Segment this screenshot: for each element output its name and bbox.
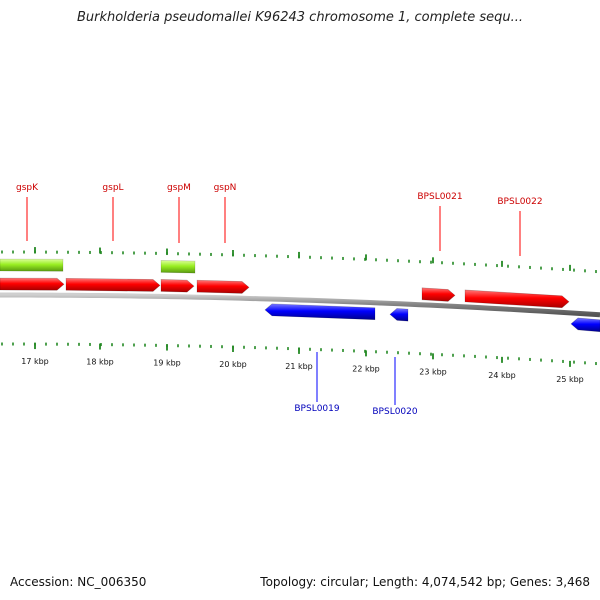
forward-gene-arrow [0,277,65,291]
accession-label: Accession: [10,575,74,589]
feature-block [160,260,196,274]
forward-gene-arrow [160,279,195,293]
forward-gene-label: BPSL0021 [417,192,462,202]
accession-value: NC_006350 [77,575,147,589]
genes-label: Genes: [509,575,552,589]
forward-gene-label: gspL [102,183,123,193]
scale-label: 20 kbp [219,360,247,369]
forward-gene-arrow [464,289,570,309]
map-title: Burkholderia pseudomallei K96243 chromos… [76,10,524,25]
topology-value: circular [320,575,365,589]
topology-label: Topology: [260,575,317,589]
feature-block [0,258,64,272]
reverse-gene-arrow [389,308,409,322]
length-value: 4,074,542 bp [421,575,502,589]
length-label: Length: [372,575,419,589]
forward-gene-arrow [196,279,250,294]
scale-label: 18 kbp [86,358,114,367]
sequence-stats: Topology: circular; Length: 4,074,542 bp… [260,575,590,589]
scale-label: 25 kbp [556,375,584,384]
accession-info: Accession: NC_006350 [10,575,146,589]
reverse-gene-label: BPSL0019 [294,404,340,414]
scale-label: 24 kbp [488,371,516,380]
genes-value: 3,468 [555,575,590,589]
scale-label: 22 kbp [352,364,380,373]
forward-gene-arrow [421,287,456,302]
scale-label: 19 kbp [153,359,181,368]
forward-gene-label: gspM [167,183,191,193]
scale-label: 21 kbp [285,362,313,371]
reverse-gene-arrow [264,303,376,321]
forward-gene-label: gspN [214,183,237,193]
reverse-gene-arrow [570,317,600,333]
forward-gene-label: BPSL0022 [497,197,542,207]
forward-gene-arrow [65,277,161,292]
forward-gene-label: gspK [16,183,39,193]
scale-label: 23 kbp [419,367,447,376]
scale-label: 17 kbp [21,357,49,366]
reverse-gene-label: BPSL0020 [372,407,418,417]
genome-backbone [0,292,600,318]
